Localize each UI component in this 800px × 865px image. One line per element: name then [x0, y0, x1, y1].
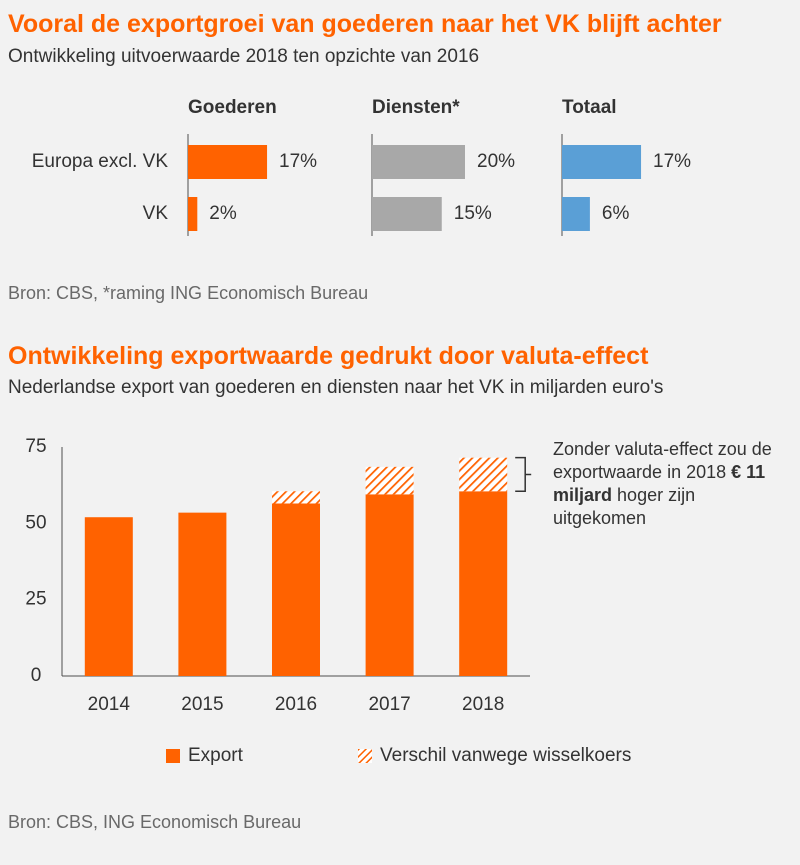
bar-value-label: 2%: [209, 203, 237, 224]
legend-item-export: Export: [166, 745, 243, 767]
chart2-source: Bron: CBS, ING Economisch Bureau: [8, 812, 302, 832]
category-label: Europa excl. VK: [32, 151, 169, 172]
legend-item-diff: Verschil vanwege wisselkoers: [358, 745, 631, 767]
bar: [372, 197, 442, 231]
bar-value-label: 20%: [477, 151, 515, 172]
chart1-panels: Europa excl. VK VK Goederen 17% 2% Diensten* 2…: [32, 97, 691, 236]
bar: [188, 197, 198, 231]
legend-label-diff: Verschil vanwege wisselkoers: [380, 745, 632, 766]
bar-export: [459, 491, 508, 676]
legend-swatch-export: [166, 749, 180, 763]
x-tick-label: 2016: [275, 694, 317, 715]
annotation-text-2: hoger zijn uitgekomen: [553, 485, 696, 528]
y-tick-label: 50: [25, 512, 46, 533]
y-tick-label: 25: [25, 589, 46, 610]
chart1-title: Vooral de exportgroei van goederen naar …: [8, 10, 722, 38]
annotation-bracket: [515, 456, 532, 493]
bar: [188, 145, 268, 179]
bar-value-label: 6%: [602, 203, 630, 224]
bar-export: [365, 494, 414, 676]
chart2-title: Ontwikkeling exportwaarde gedrukt door v…: [8, 342, 649, 370]
bar-export: [84, 517, 133, 676]
bar: [562, 197, 590, 231]
bar: [562, 145, 642, 179]
legend-swatch-hatched: [358, 749, 372, 763]
bar-value-label: 17%: [653, 151, 691, 172]
x-tick-label: 2014: [88, 694, 131, 715]
bar: [372, 145, 465, 179]
bar-currency-effect: [365, 466, 414, 495]
bar-value-label: 17%: [279, 151, 317, 172]
annotation-text-1: Zonder valuta-effect zou de exportwaarde…: [553, 439, 772, 482]
bar-export: [178, 512, 227, 676]
bar-currency-effect: [459, 457, 508, 492]
bar-export: [272, 503, 320, 676]
y-tick-label: 0: [31, 665, 42, 686]
x-tick-label: 2015: [181, 694, 223, 715]
panel-header: Diensten*: [372, 97, 460, 118]
category-label: VK: [143, 203, 169, 224]
panel-header: Totaal: [562, 97, 617, 118]
currency-effect-annotation: Zonder valuta-effect zou de exportwaarde…: [553, 438, 793, 530]
x-tick-label: 2018: [462, 694, 504, 715]
x-tick-label: 2017: [368, 694, 410, 715]
panel-header: Goederen: [188, 97, 277, 118]
bar-value-label: 15%: [454, 203, 492, 224]
chart2-subtitle: Nederlandse export van goederen en diens…: [8, 377, 664, 398]
annotation-bold-amount: € 11 miljard: [553, 462, 766, 505]
bar-currency-effect: [272, 491, 320, 504]
chart1-source: Bron: CBS, *raming ING Economisch Bureau: [8, 283, 369, 303]
chart1-subtitle: Ontwikkeling uitvoerwaarde 2018 ten opzi…: [8, 46, 480, 67]
y-tick-label: 75: [25, 436, 46, 457]
legend-label-export: Export: [188, 745, 243, 766]
chart2-plot: 0 25 50 75 2014 2015 2016 2017 2018: [25, 436, 532, 715]
